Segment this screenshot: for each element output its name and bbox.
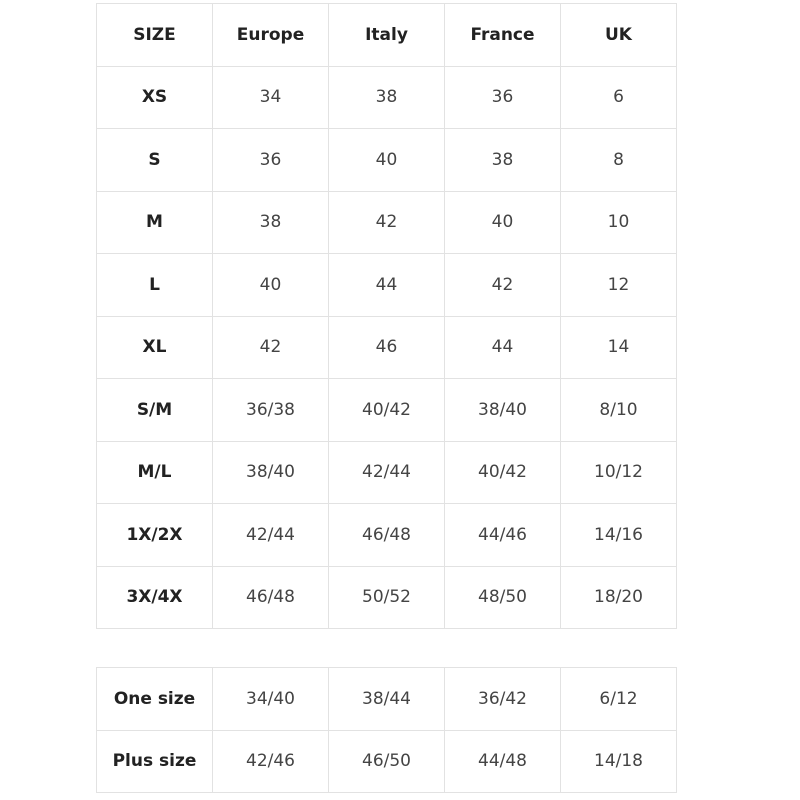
size-label-cell: M/L [96, 440, 213, 504]
size-value-cell: 50/52 [328, 565, 445, 629]
size-value-cell: 44 [444, 315, 561, 379]
size-value-cell: 40/42 [328, 378, 445, 442]
size-value-cell: 36 [212, 128, 329, 192]
size-chart-table: SIZE Europe Italy France UK XS 34 38 36 6 S 36 40 38… [96, 3, 677, 629]
size-label-cell: S [96, 128, 213, 192]
size-value-cell: 38 [444, 128, 561, 192]
size-value-cell: 14/16 [560, 503, 677, 567]
size-value-cell: 42/46 [212, 729, 329, 793]
size-value-cell: 18/20 [560, 565, 677, 629]
size-label-cell: XS [96, 65, 213, 129]
table-row: S 36 40 38 8 [96, 128, 677, 192]
size-value-cell: 46 [328, 315, 445, 379]
table-row: XS 34 38 36 6 [96, 65, 677, 129]
table-row: S/M 36/38 40/42 38/40 8/10 [96, 378, 677, 442]
size-value-cell: 40/42 [444, 440, 561, 504]
size-value-cell: 38 [212, 190, 329, 254]
size-value-cell: 40 [328, 128, 445, 192]
table-row: M 38 42 40 10 [96, 190, 677, 254]
size-value-cell: 14/18 [560, 729, 677, 793]
size-value-cell: 42 [212, 315, 329, 379]
size-value-cell: 36/42 [444, 667, 561, 731]
size-value-cell: 40 [444, 190, 561, 254]
size-value-cell: 46/48 [328, 503, 445, 567]
size-value-cell: 36 [444, 65, 561, 129]
size-value-cell: 6/12 [560, 667, 677, 731]
column-header: SIZE [96, 3, 213, 67]
size-value-cell: 40 [212, 253, 329, 317]
size-value-cell: 46/50 [328, 729, 445, 793]
size-value-cell: 38/40 [444, 378, 561, 442]
table-row: XL 42 46 44 14 [96, 315, 677, 379]
size-label-cell: 1X/2X [96, 503, 213, 567]
table-row: L 40 44 42 12 [96, 253, 677, 317]
table-row: Plus size 42/46 46/50 44/48 14/18 [96, 729, 677, 793]
size-label-cell: XL [96, 315, 213, 379]
size-value-cell: 14 [560, 315, 677, 379]
size-value-cell: 6 [560, 65, 677, 129]
size-value-cell: 8 [560, 128, 677, 192]
one-plus-size-table: One size 34/40 38/44 36/42 6/12 Plus size 42/4… [96, 667, 677, 793]
size-label-cell: S/M [96, 378, 213, 442]
size-label-cell: One size [96, 667, 213, 731]
column-header: Italy [328, 3, 445, 67]
size-value-cell: 38/40 [212, 440, 329, 504]
size-value-cell: 44/46 [444, 503, 561, 567]
size-value-cell: 34/40 [212, 667, 329, 731]
size-value-cell: 12 [560, 253, 677, 317]
table-row: M/L 38/40 42/44 40/42 10/12 [96, 440, 677, 504]
size-value-cell: 46/48 [212, 565, 329, 629]
table-row: One size 34/40 38/44 36/42 6/12 [96, 667, 677, 731]
size-value-cell: 44 [328, 253, 445, 317]
size-value-cell: 42 [444, 253, 561, 317]
size-value-cell: 48/50 [444, 565, 561, 629]
size-value-cell: 10/12 [560, 440, 677, 504]
size-value-cell: 34 [212, 65, 329, 129]
size-value-cell: 36/38 [212, 378, 329, 442]
size-value-cell: 10 [560, 190, 677, 254]
size-value-cell: 42/44 [212, 503, 329, 567]
size-label-cell: M [96, 190, 213, 254]
size-label-cell: L [96, 253, 213, 317]
table-row: 3X/4X 46/48 50/52 48/50 18/20 [96, 565, 677, 629]
size-value-cell: 38 [328, 65, 445, 129]
size-label-cell: 3X/4X [96, 565, 213, 629]
size-value-cell: 42 [328, 190, 445, 254]
size-label-cell: Plus size [96, 729, 213, 793]
size-value-cell: 8/10 [560, 378, 677, 442]
column-header: France [444, 3, 561, 67]
size-value-cell: 42/44 [328, 440, 445, 504]
column-header: Europe [212, 3, 329, 67]
size-value-cell: 38/44 [328, 667, 445, 731]
column-header: UK [560, 3, 677, 67]
header-row: SIZE Europe Italy France UK [96, 3, 677, 67]
size-value-cell: 44/48 [444, 729, 561, 793]
table-row: 1X/2X 42/44 46/48 44/46 14/16 [96, 503, 677, 567]
